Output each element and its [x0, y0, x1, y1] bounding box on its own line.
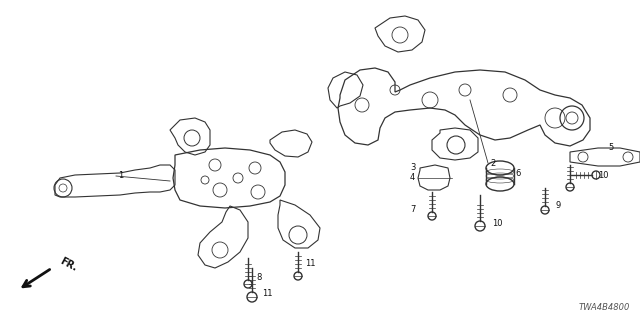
Text: 4: 4: [410, 173, 415, 182]
Text: 1: 1: [118, 172, 124, 180]
Text: 2: 2: [490, 158, 495, 167]
Text: 7: 7: [410, 205, 415, 214]
Text: 3: 3: [410, 164, 415, 172]
Text: FR.: FR.: [58, 256, 79, 274]
Text: 9: 9: [555, 202, 560, 211]
Text: 11: 11: [262, 290, 273, 299]
Text: 5: 5: [608, 143, 613, 153]
Text: 10: 10: [598, 171, 609, 180]
Text: 10: 10: [492, 220, 502, 228]
Text: 8: 8: [256, 274, 261, 283]
Text: TWA4B4800: TWA4B4800: [579, 303, 630, 312]
Text: 11: 11: [305, 259, 316, 268]
Text: 6: 6: [515, 170, 520, 179]
